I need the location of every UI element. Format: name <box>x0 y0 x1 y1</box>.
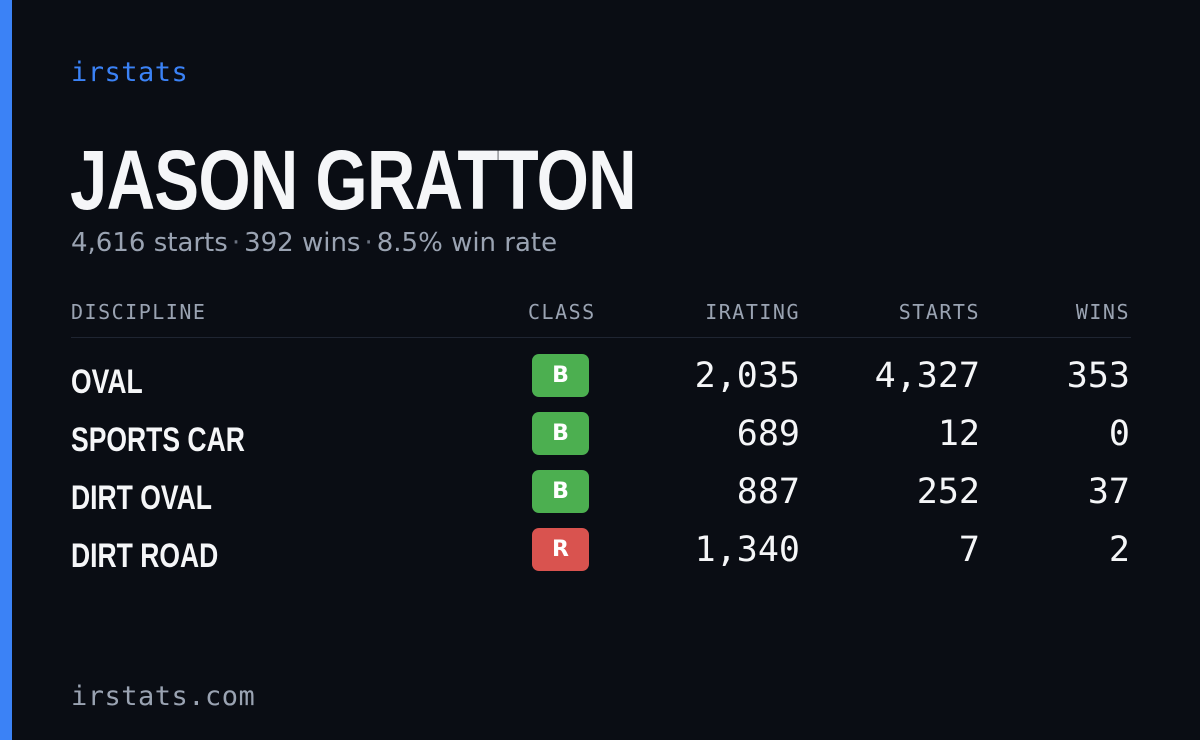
discipline-cell: SPORTS CAR <box>71 421 245 459</box>
driver-name: JASON GRATTON <box>70 133 637 227</box>
summary-separator: · <box>364 228 373 258</box>
starts-cell: 12 <box>937 414 980 454</box>
class-badge: B <box>532 354 589 397</box>
header-irating: IRATING <box>705 300 800 324</box>
discipline-cell: OVAL <box>71 363 143 401</box>
header-class: CLASS <box>528 300 596 324</box>
footer-domain[interactable]: irstats.com <box>71 681 256 712</box>
starts-cell: 7 <box>958 530 980 570</box>
summary-starts: 4,616 starts <box>71 228 228 258</box>
wins-cell: 37 <box>1087 472 1130 512</box>
irating-cell: 1,340 <box>694 530 800 570</box>
summary-wins: 392 wins <box>244 228 361 258</box>
class-badge: B <box>532 470 589 513</box>
table-row: DIRT ROAD R 1,340 7 2 <box>71 528 1131 580</box>
discipline-cell: DIRT OVAL <box>71 479 212 517</box>
table-row: SPORTS CAR B 689 12 0 <box>71 412 1131 464</box>
irating-cell: 2,035 <box>694 356 800 396</box>
irating-cell: 887 <box>736 472 800 512</box>
table-row: OVAL B 2,035 4,327 353 <box>71 354 1131 406</box>
wins-cell: 2 <box>1108 530 1130 570</box>
header-starts: STARTS <box>898 300 980 324</box>
class-badge: R <box>532 528 589 571</box>
accent-bar <box>0 0 12 740</box>
table-header: DISCIPLINE CLASS IRATING STARTS WINS <box>71 300 1131 330</box>
starts-cell: 252 <box>916 472 980 512</box>
driver-summary: 4,616 starts · 392 wins · 8.5% win rate <box>71 228 557 258</box>
brand-logo-text[interactable]: irstats <box>71 57 189 88</box>
irating-cell: 689 <box>736 414 800 454</box>
summary-win-rate: 8.5% win rate <box>376 228 558 258</box>
class-badge: B <box>532 412 589 455</box>
header-wins: WINS <box>1075 300 1130 324</box>
discipline-cell: DIRT ROAD <box>71 537 219 575</box>
wins-cell: 353 <box>1066 356 1130 396</box>
wins-cell: 0 <box>1108 414 1130 454</box>
table-row: DIRT OVAL B 887 252 37 <box>71 470 1131 522</box>
header-discipline: DISCIPLINE <box>71 300 207 324</box>
table-divider <box>71 337 1131 338</box>
summary-separator: · <box>231 228 241 258</box>
starts-cell: 4,327 <box>874 356 980 396</box>
